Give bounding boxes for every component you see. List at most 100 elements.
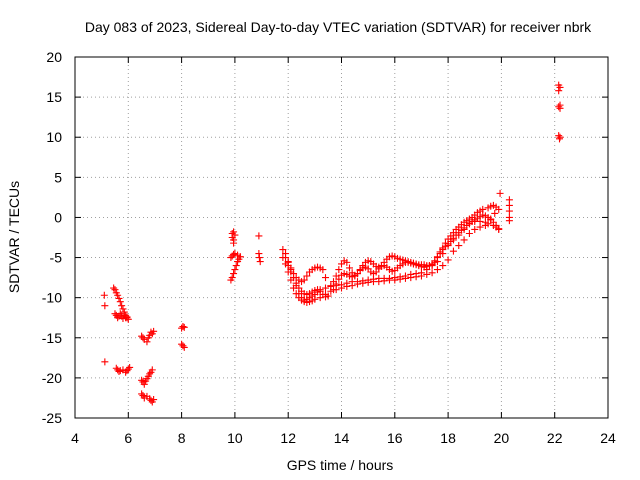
data-point — [148, 366, 156, 374]
x-tick-label: 4 — [71, 430, 79, 446]
y-tick-label: -5 — [50, 250, 63, 266]
data-point — [444, 256, 452, 264]
data-point — [110, 284, 118, 292]
data-point — [335, 266, 343, 274]
y-tick-label: -15 — [42, 330, 62, 346]
data-point — [555, 135, 563, 143]
data-point — [111, 286, 119, 294]
y-tick-label: -25 — [42, 410, 62, 426]
data-point — [322, 274, 330, 282]
x-tick-label: 22 — [547, 430, 563, 446]
y-tick-label: -10 — [42, 290, 62, 306]
x-tick-label: 18 — [440, 430, 456, 446]
data-point — [343, 282, 351, 290]
data-point — [439, 244, 447, 252]
data-point — [487, 215, 495, 223]
y-tick-label: -20 — [42, 370, 62, 386]
data-point — [555, 132, 563, 140]
x-tick-label: 6 — [124, 430, 132, 446]
data-point — [338, 284, 345, 292]
data-point — [322, 284, 330, 292]
data-point — [101, 358, 109, 366]
data-point — [256, 258, 264, 266]
data-point — [353, 280, 361, 288]
data-point — [228, 229, 236, 237]
data-point — [428, 269, 436, 277]
data-point — [150, 396, 158, 404]
data-point — [236, 253, 244, 261]
data-point — [364, 278, 372, 286]
data-point — [319, 266, 327, 274]
data-point — [391, 276, 399, 284]
data-point — [230, 250, 238, 258]
data-point — [460, 236, 468, 244]
data-point — [116, 298, 124, 306]
data-point — [292, 290, 300, 298]
data-point — [439, 262, 447, 270]
data-point — [345, 264, 353, 272]
y-tick-label: 10 — [46, 129, 62, 145]
data-point — [284, 262, 292, 270]
x-tick-label: 8 — [178, 430, 186, 446]
data-point — [138, 390, 146, 398]
data-point — [431, 257, 439, 265]
data-point — [118, 302, 126, 310]
data-point — [255, 254, 263, 262]
data-point — [146, 370, 154, 378]
data-point — [324, 292, 332, 300]
data-point — [303, 272, 311, 280]
x-tick-label: 24 — [600, 430, 616, 446]
data-point — [332, 280, 340, 288]
data-point — [375, 278, 383, 286]
data-point — [407, 274, 415, 282]
data-point — [150, 327, 158, 335]
data-point — [290, 274, 298, 282]
data-point — [330, 286, 338, 294]
data-point — [441, 239, 449, 247]
data-point — [396, 275, 404, 283]
data-point — [180, 323, 188, 331]
data-point — [556, 83, 564, 91]
data-point — [230, 228, 238, 236]
y-tick-label: 15 — [46, 89, 62, 105]
data-point — [455, 242, 463, 250]
data-point — [100, 291, 108, 299]
data-point — [231, 266, 239, 274]
x-tick-label: 20 — [494, 430, 510, 446]
data-point — [287, 268, 295, 276]
data-point — [228, 274, 236, 282]
data-point — [126, 363, 134, 371]
x-tick-label: 16 — [387, 430, 403, 446]
data-point — [143, 338, 151, 346]
data-point — [123, 313, 131, 321]
data-point — [380, 277, 388, 285]
data-point — [465, 229, 473, 237]
data-point — [327, 282, 335, 290]
data-point — [496, 189, 504, 197]
data-point — [230, 270, 238, 278]
data-point — [412, 273, 420, 281]
y-tick-label: 20 — [46, 49, 62, 65]
data-point — [555, 87, 563, 95]
data-point — [232, 262, 240, 270]
data-point — [555, 103, 563, 111]
data-point — [114, 314, 122, 322]
data-point — [180, 343, 188, 351]
data-point — [476, 223, 484, 231]
data-point — [401, 274, 409, 282]
data-point — [179, 342, 187, 350]
data-point — [449, 247, 457, 255]
data-point — [479, 205, 487, 213]
data-point — [115, 367, 123, 375]
y-tick-label: 0 — [54, 209, 62, 225]
data-point — [255, 232, 263, 240]
x-tick-label: 10 — [227, 430, 243, 446]
data-point — [279, 246, 287, 254]
grid — [75, 57, 608, 418]
data-point — [348, 282, 356, 290]
data-point — [114, 291, 122, 299]
axis-ticks: 4 6 8 10 12 14 16 18 20 22 24 -25 -20 -15 -10 -5 0 5 10 15 2… — [42, 49, 616, 446]
data-point — [505, 207, 513, 215]
